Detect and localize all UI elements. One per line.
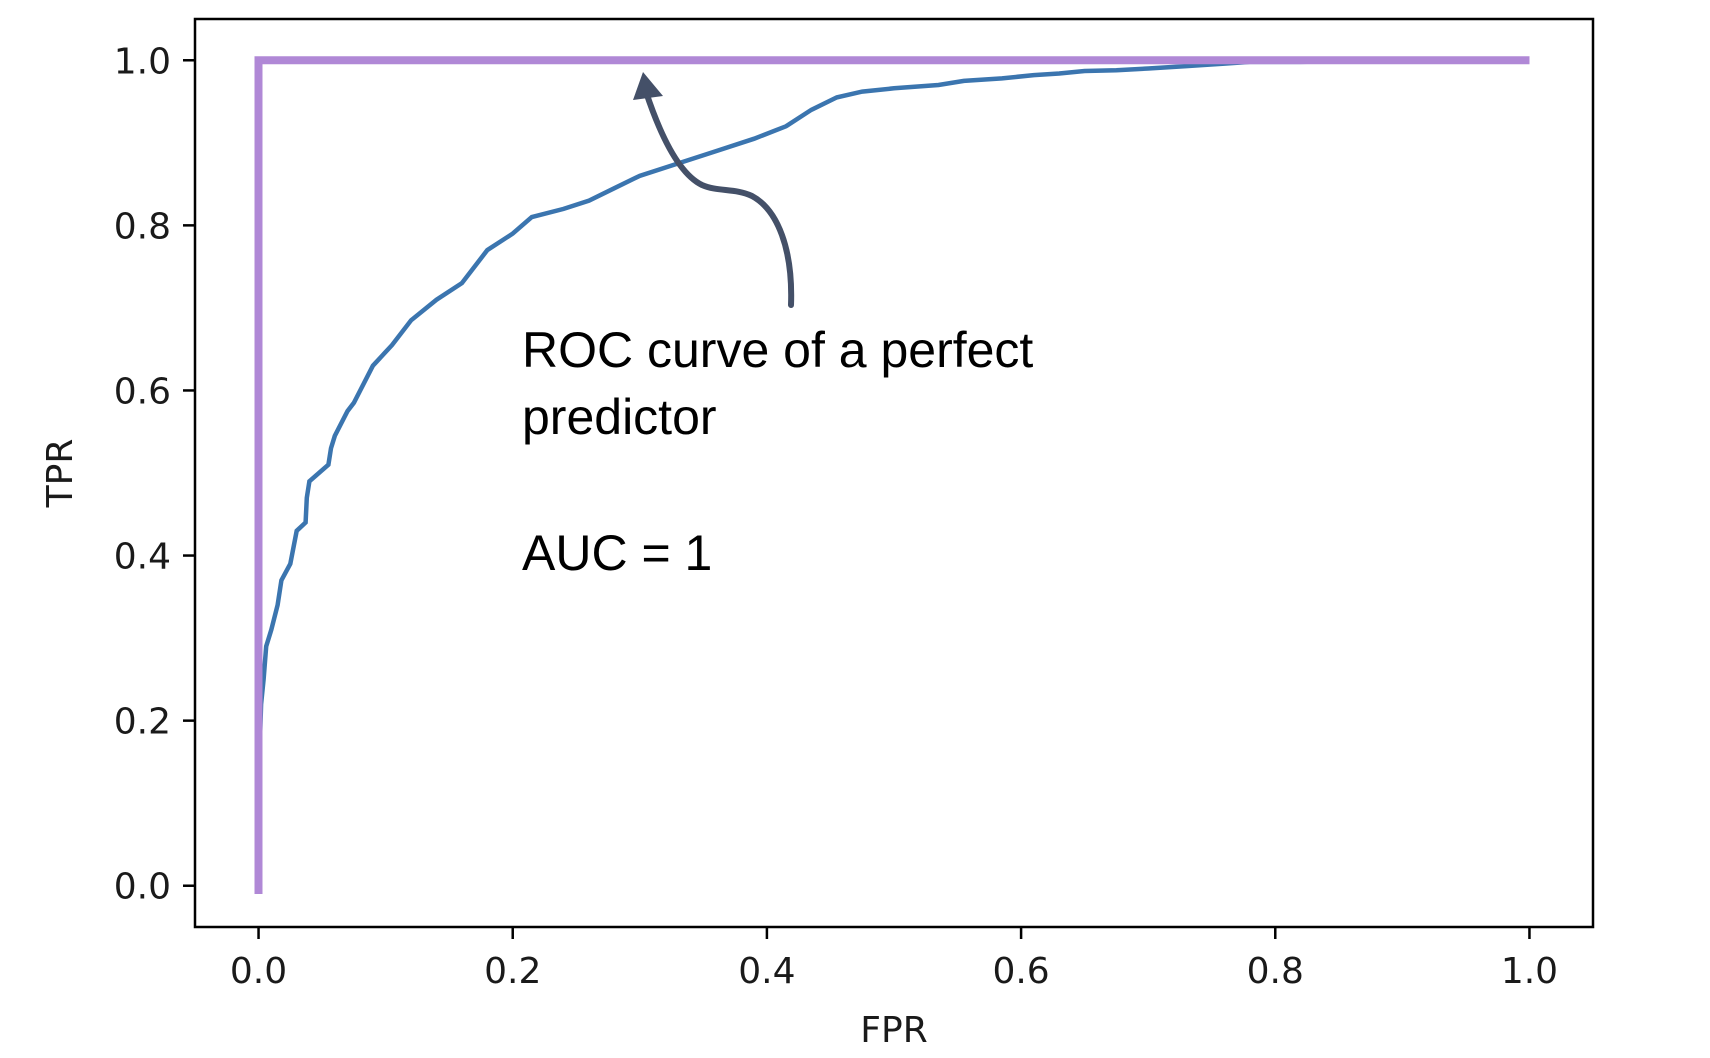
series-layer <box>254 56 1530 894</box>
y-tick-label: 0.0 <box>114 867 171 908</box>
annotation-arrow <box>643 89 795 308</box>
y-tick-label: 0.8 <box>114 206 171 247</box>
x-tick-label: 0.6 <box>992 951 1049 992</box>
y-tick-label: 0.4 <box>114 537 171 578</box>
x-tick-label: 1.0 <box>1501 951 1558 992</box>
annotation-arrowhead <box>633 72 663 100</box>
x-axis-label: FPR <box>860 1010 927 1051</box>
y-tick-label: 0.6 <box>114 371 171 412</box>
plot-frame <box>193 17 1595 929</box>
x-tick-label: 0.8 <box>1247 951 1304 992</box>
annotation-line-2: predictor <box>522 389 717 445</box>
x-tick-label: 0.0 <box>230 951 287 992</box>
annotation-auc: AUC = 1 <box>522 525 712 581</box>
perfect-predictor-line <box>254 56 1530 894</box>
ticks-layer: 0.0 0.2 0.4 0.6 0.8 1.0 0.0 0.2 0.4 0.6 0.8 1.0 <box>114 41 1558 992</box>
x-tick-label: 0.4 <box>738 951 795 992</box>
y-axis-label: TPR <box>40 439 81 509</box>
x-tick-label: 0.2 <box>484 951 541 992</box>
annotation-line-1: ROC curve of a perfect <box>522 322 1033 378</box>
y-tick-label: 0.2 <box>114 702 171 743</box>
roc-curve-line <box>256 58 1530 886</box>
y-tick-label: 1.0 <box>114 41 171 82</box>
